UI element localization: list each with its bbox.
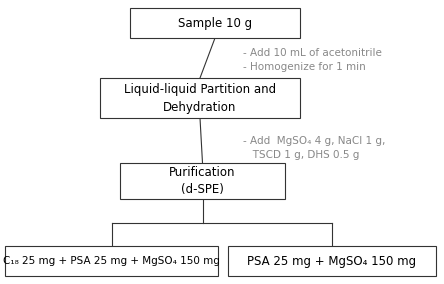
Bar	[5, 246, 218, 276]
Text: C₁₈ 25 mg + PSA 25 mg + MgSO₄ 150 mg: C₁₈ 25 mg + PSA 25 mg + MgSO₄ 150 mg	[3, 256, 220, 266]
Text: - Add 10 mL of acetonitrile
- Homogenize for 1 min: - Add 10 mL of acetonitrile - Homogenize…	[243, 48, 382, 72]
Text: Purification
(d-SPE): Purification (d-SPE)	[169, 166, 236, 197]
Text: - Add  MgSO₄ 4 g, NaCl 1 g,
   TSCD 1 g, DHS 0.5 g: - Add MgSO₄ 4 g, NaCl 1 g, TSCD 1 g, DHS…	[243, 135, 385, 160]
Bar	[130, 8, 300, 38]
Bar	[228, 246, 436, 276]
Bar	[100, 78, 300, 118]
Bar	[120, 163, 285, 199]
Text: Sample 10 g: Sample 10 g	[178, 16, 252, 30]
Text: Liquid-liquid Partition and
Dehydration: Liquid-liquid Partition and Dehydration	[124, 82, 276, 114]
Text: PSA 25 mg + MgSO₄ 150 mg: PSA 25 mg + MgSO₄ 150 mg	[247, 254, 416, 268]
